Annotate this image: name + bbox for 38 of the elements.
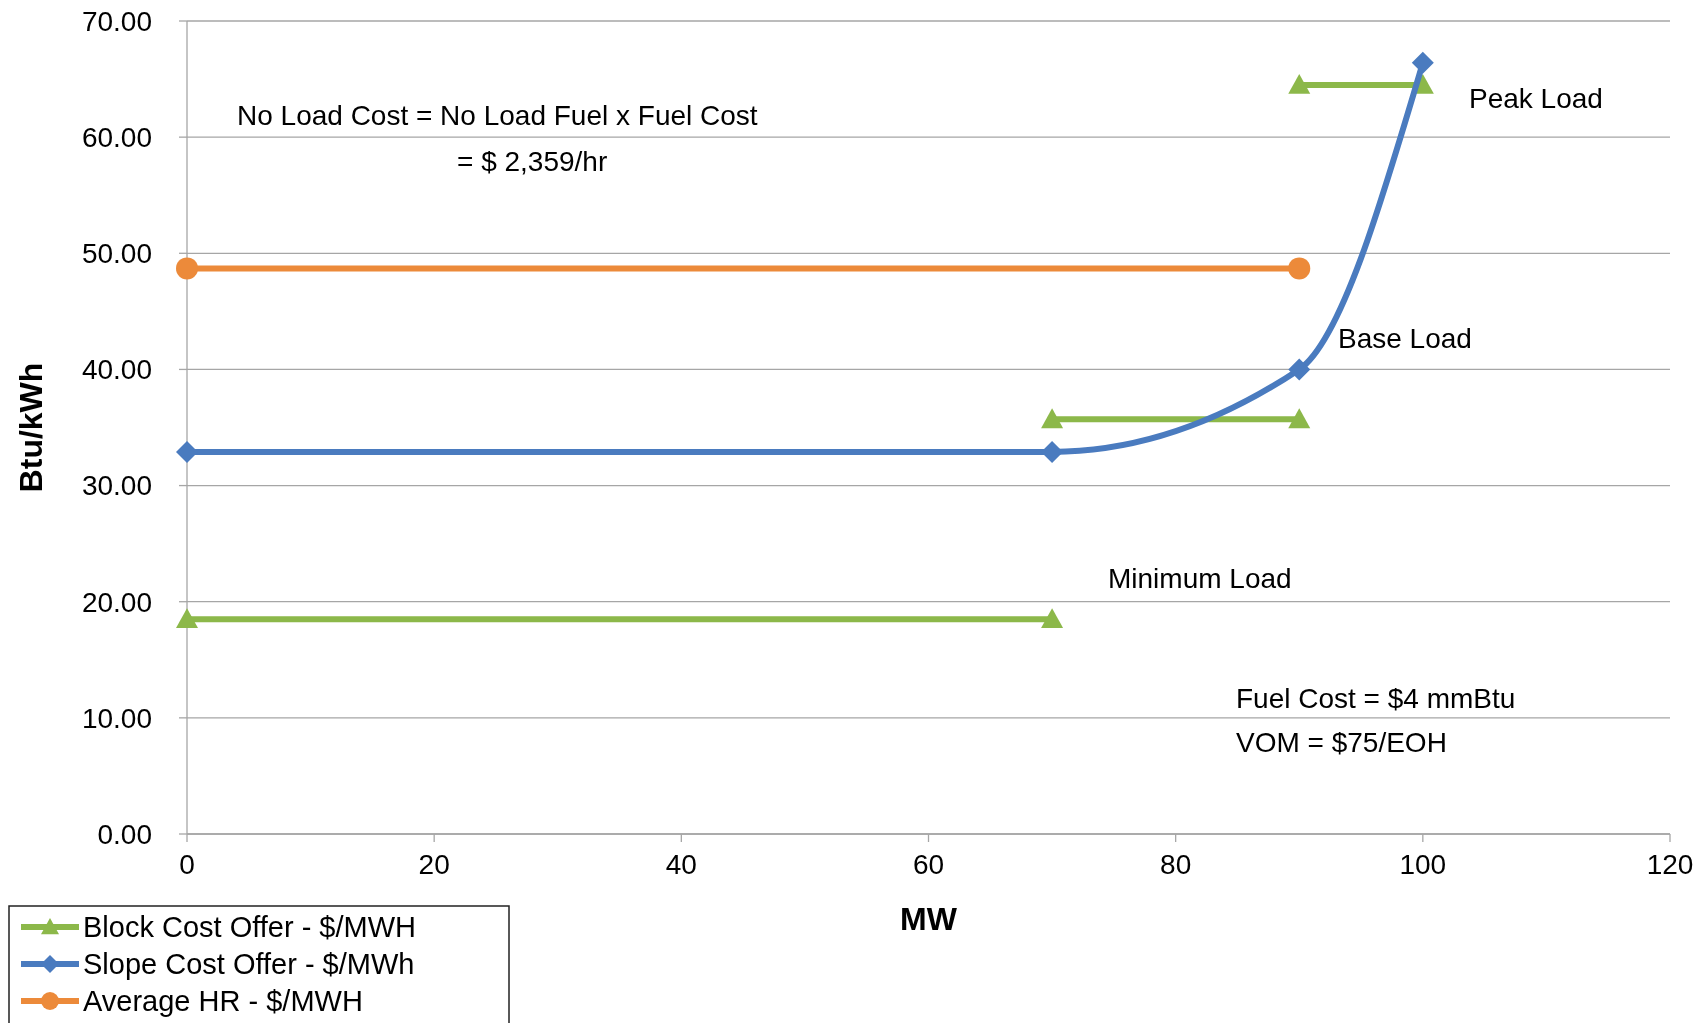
x-tick-label: 80 <box>1160 849 1192 880</box>
annotation: No Load Cost = No Load Fuel x Fuel Cost <box>237 100 758 131</box>
point <box>1288 358 1311 381</box>
y-axis-title: Btu/kWh <box>13 362 49 493</box>
point <box>1411 51 1434 74</box>
x-tick-label: 20 <box>418 849 450 880</box>
y-tick-label: 40.00 <box>81 354 152 386</box>
legend-label: Block Cost Offer - $/MWH <box>83 911 417 944</box>
annotation: Peak Load <box>1469 83 1603 114</box>
annotation: VOM = $75/EOH <box>1236 727 1447 758</box>
point <box>1288 257 1311 280</box>
annotation: = $ 2,359/hr <box>457 146 608 177</box>
y-tick-label: 20.00 <box>81 586 152 618</box>
legend-label: Slope Cost Offer - $/MWh <box>83 948 415 981</box>
point <box>176 608 198 628</box>
x-tick-label: 100 <box>1399 849 1447 880</box>
y-tick-label: 10.00 <box>81 702 152 734</box>
annotation: Fuel Cost = $4 mmBtu <box>1236 683 1516 714</box>
annotation: Base Load <box>1338 323 1472 354</box>
y-tick-label: 70.00 <box>81 5 152 37</box>
legend-label: Average HR - $/MWH <box>83 985 363 1018</box>
x-tick-label: 120 <box>1646 849 1694 880</box>
y-tick-label: 50.00 <box>81 238 152 270</box>
point <box>1288 408 1311 429</box>
point <box>176 257 198 280</box>
x-tick-label: 0 <box>179 849 195 880</box>
point <box>1041 408 1064 429</box>
x-axis-title: MW <box>900 901 958 937</box>
y-tick-label: 60.00 <box>81 121 152 153</box>
x-tick-label: 40 <box>665 849 697 880</box>
annotation: Minimum Load <box>1108 563 1292 594</box>
point <box>1288 73 1311 94</box>
y-tick-label: 0.00 <box>97 818 152 850</box>
point <box>1041 608 1064 628</box>
y-tick-label: 30.00 <box>81 470 152 502</box>
x-tick-label: 60 <box>912 849 945 880</box>
point <box>1041 440 1064 463</box>
point <box>176 440 198 463</box>
